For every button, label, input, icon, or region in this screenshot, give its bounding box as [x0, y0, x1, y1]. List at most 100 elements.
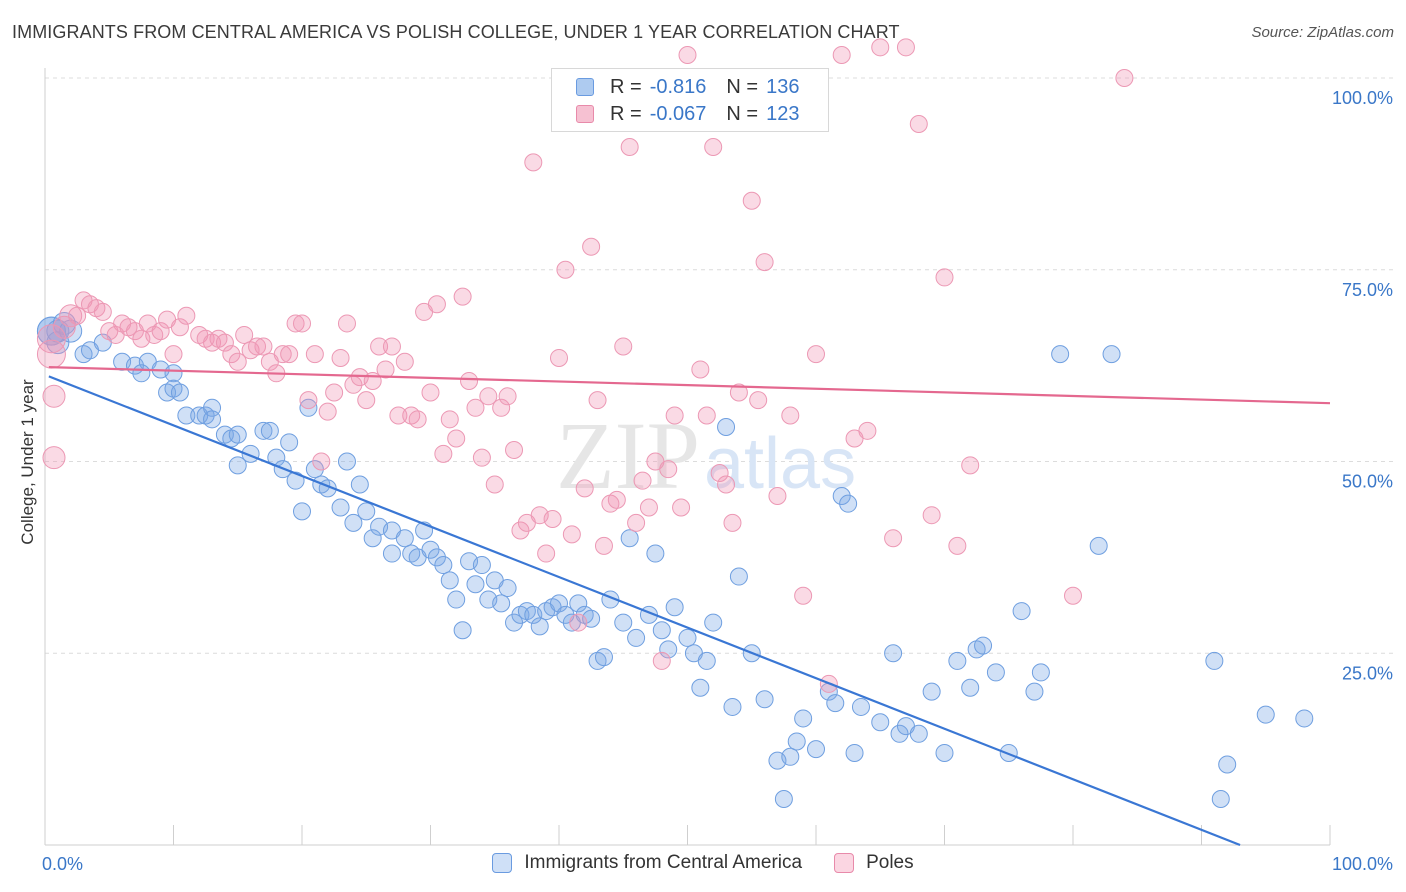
point-poles	[691, 360, 710, 379]
legend-r-value: -0.816	[649, 75, 707, 98]
point-central-america	[46, 331, 70, 355]
point-poles	[543, 510, 562, 529]
point-central-america	[260, 421, 279, 440]
point-poles	[749, 391, 768, 410]
point-central-america	[170, 383, 189, 402]
point-central-america	[337, 452, 356, 471]
point-central-america	[447, 590, 466, 609]
point-central-america	[293, 502, 311, 521]
point-central-america	[344, 513, 363, 532]
point-central-america	[382, 544, 401, 563]
point-poles	[254, 337, 273, 356]
point-central-america	[36, 316, 66, 346]
point-central-america	[132, 364, 151, 383]
point-central-america	[697, 651, 716, 670]
point-poles	[505, 440, 524, 459]
point-central-america	[614, 613, 633, 632]
point-poles	[472, 448, 491, 467]
point-central-america	[434, 556, 453, 575]
point-poles	[248, 337, 267, 356]
data-points	[36, 38, 1314, 808]
point-central-america	[440, 571, 459, 590]
chart-title: IMMIGRANTS FROM CENTRAL AMERICA VS POLIS…	[12, 22, 900, 42]
point-poles	[164, 345, 183, 364]
point-poles	[305, 345, 324, 364]
point-central-america	[646, 544, 665, 563]
point-central-america	[665, 598, 684, 617]
point-poles	[1064, 586, 1082, 605]
point-poles	[607, 490, 626, 509]
point-poles	[858, 421, 877, 440]
legend-item-poles: Poles	[834, 852, 914, 874]
point-central-america	[961, 678, 980, 697]
point-poles	[768, 487, 787, 506]
point-poles	[235, 325, 254, 344]
watermark: ZIP atlas	[556, 402, 856, 509]
point-central-america	[1012, 602, 1031, 621]
point-central-america	[280, 433, 299, 452]
point-poles	[492, 398, 511, 417]
point-poles	[408, 410, 427, 429]
point-central-america	[228, 456, 247, 475]
gridlines	[45, 77, 1395, 654]
point-poles	[52, 315, 76, 339]
point-poles	[59, 304, 83, 328]
point-central-america	[832, 487, 851, 506]
trend-line-poles	[48, 366, 1331, 405]
point-poles	[331, 348, 350, 367]
point-poles	[588, 391, 607, 410]
point-central-america	[492, 594, 511, 613]
legend-n-label: N =	[726, 102, 759, 125]
point-poles	[325, 383, 344, 402]
point-poles	[884, 529, 903, 548]
legend-row-blue: R = -0.816 N = 136	[576, 74, 799, 100]
x-tick-label: 100.0%	[1332, 854, 1393, 874]
point-central-america	[228, 425, 247, 444]
legend-swatch-pink	[576, 105, 594, 123]
point-poles	[453, 287, 472, 306]
point-poles	[479, 387, 498, 406]
point-poles	[382, 337, 401, 356]
point-central-america	[845, 743, 864, 762]
point-central-america	[466, 575, 485, 594]
series-legend: Immigrants from Central America Poles	[0, 852, 1406, 874]
point-poles	[550, 348, 568, 367]
point-central-america	[164, 364, 183, 383]
point-central-america	[627, 628, 646, 647]
point-poles	[389, 406, 408, 425]
point-poles	[594, 536, 613, 555]
legend-n-label: N =	[726, 75, 759, 98]
point-central-america	[851, 697, 870, 716]
point-central-america	[530, 617, 549, 636]
point-poles	[485, 475, 504, 494]
point-poles	[228, 352, 247, 371]
axes	[44, 68, 1331, 846]
point-poles	[948, 536, 967, 555]
point-central-america	[363, 529, 382, 548]
point-central-america	[421, 540, 440, 559]
legend-n-value: 123	[766, 102, 800, 125]
point-central-america	[350, 475, 369, 494]
point-central-america	[254, 421, 273, 440]
point-poles	[395, 352, 414, 371]
point-poles	[717, 475, 736, 494]
point-central-america	[1025, 682, 1044, 701]
point-poles	[582, 237, 601, 256]
legend-r-value: -0.067	[649, 102, 707, 125]
legend-label: Immigrants from Central America	[524, 852, 803, 873]
point-poles	[42, 384, 66, 408]
point-poles	[93, 302, 112, 321]
point-poles	[357, 391, 376, 410]
trend-line-central-america	[48, 375, 1241, 847]
point-central-america	[755, 690, 774, 709]
point-poles	[569, 613, 588, 632]
legend-label: Poles	[866, 852, 914, 873]
point-central-america	[807, 740, 825, 759]
point-central-america	[781, 747, 800, 766]
legend-r-label: R =	[610, 102, 642, 125]
watermark-atlas: atlas	[704, 424, 856, 504]
point-poles	[652, 651, 671, 670]
y-tick-label: 25.0%	[1342, 663, 1393, 683]
chart-source: Source: ZipAtlas.com	[1251, 24, 1394, 41]
